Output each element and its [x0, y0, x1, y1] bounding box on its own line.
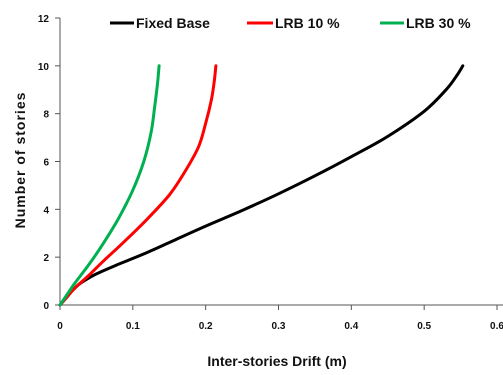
x-tick-label: 0 — [57, 321, 63, 332]
x-tick-label: 0.5 — [417, 321, 431, 332]
y-tick-label: 8 — [43, 110, 49, 121]
series-line-fixed-base — [58, 64, 465, 307]
y-tick-label: 10 — [38, 62, 50, 73]
x-tick-label: 0.4 — [344, 321, 358, 332]
y-tick-label: 12 — [38, 14, 50, 25]
series-group — [58, 64, 465, 307]
x-tick-label: 0.2 — [199, 321, 213, 332]
x-tick-label: 0.3 — [272, 321, 286, 332]
legend-label-lrb-10: LRB 10 % — [275, 15, 340, 31]
x-tick-label: 0.6 — [490, 321, 503, 332]
legend: Fixed Base LRB 10 % LRB 30 % — [110, 15, 471, 31]
y-tick-label: 6 — [43, 158, 49, 169]
series-line-lrb-10 — [58, 64, 218, 307]
series-line-lrb-30 — [58, 64, 161, 307]
x-axis-title: Inter-stories Drift (m) — [207, 353, 346, 369]
legend-label-fixed-base: Fixed Base — [136, 15, 210, 31]
x-tick-label: 0.1 — [126, 321, 140, 332]
y-tick-label: 4 — [43, 205, 49, 216]
y-axis-title: Number of stories — [12, 92, 28, 229]
y-tick-label: 2 — [43, 253, 49, 264]
ticks: 0 0.1 0.2 0.3 0.4 0.5 0.6 0 2 4 6 8 10 12 — [38, 14, 503, 332]
legend-label-lrb-30: LRB 30 % — [406, 15, 471, 31]
y-tick-label: 0 — [43, 301, 49, 312]
